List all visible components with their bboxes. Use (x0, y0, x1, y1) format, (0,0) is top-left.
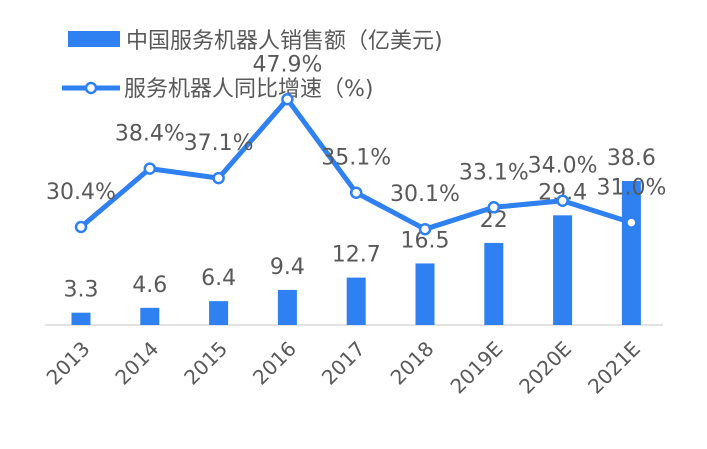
line-point-2017 (349, 186, 363, 199)
line-value-labels: 30.4% 38.4%37.1% 47.9% 35.1% 30.1%33.1%34.0%… (46, 52, 666, 207)
bar-2014 (140, 307, 160, 325)
line-point-2019E (487, 201, 501, 214)
line-series (74, 93, 638, 236)
x-tick-label-2020E: 2020E (514, 337, 576, 399)
bar-value-label-2017: 12.7 (332, 243, 381, 268)
legend-line-label: 服务机器人同比增速（%) (124, 77, 374, 102)
legend-line-marker (84, 81, 98, 95)
bar-2015 (209, 301, 229, 325)
line-value-label-2020E: 34.0% (528, 154, 598, 179)
bar-2013 (71, 312, 91, 325)
x-tick-label-2019E: 2019E (445, 337, 507, 399)
line-value-label-2013: 30.4% (46, 180, 116, 205)
x-tick-label-2018: 2018 (386, 337, 439, 390)
line-value-label-2019E: 33.1% (459, 160, 529, 185)
line-value-label-2017: 35.1% (321, 146, 391, 171)
bar-value-label-2014: 4.6 (132, 273, 167, 298)
bar-value-label-2016: 9.4 (270, 255, 305, 280)
x-tick-label-2016: 2016 (248, 337, 301, 390)
legend-bar-label: 中国服务机器人销售额（亿美元) (126, 29, 443, 54)
bar-2019E (484, 242, 504, 325)
bar-series (71, 181, 641, 325)
line-value-label-2015: 37.1% (184, 131, 254, 156)
legend-bar-swatch (68, 31, 120, 47)
bar-value-label-2013: 3.3 (64, 278, 99, 303)
x-tick-label-2017: 2017 (317, 337, 370, 390)
line-point-2013 (74, 220, 88, 234)
line-point-2021E (625, 216, 638, 229)
line-point-2015 (212, 171, 225, 185)
line-point-2018 (418, 222, 432, 236)
bar-2021E (621, 181, 641, 325)
line-value-label-2018: 30.1% (390, 182, 460, 207)
bar-value-label-2015: 6.4 (201, 266, 236, 291)
line-point-2020E (556, 194, 569, 207)
x-tick-label-2015: 2015 (179, 337, 232, 390)
x-tick-label-2021E: 2021E (583, 337, 645, 399)
x-tick-label-2014: 2014 (110, 337, 163, 390)
bar-2020E (553, 215, 573, 325)
bar-value-label-2021E: 38.6 (607, 146, 656, 171)
line-value-label-2021E: 31.0% (596, 176, 666, 201)
line-value-label-2014: 38.4% (115, 122, 185, 147)
legend: 中国服务机器人销售额（亿美元) 服务机器人同比增速（%) (62, 29, 443, 102)
bar-2016 (277, 289, 297, 325)
line-value-label-2016: 47.9% (252, 52, 322, 77)
line-point-2014 (143, 162, 157, 175)
line-point-2016 (281, 93, 294, 106)
x-tick-label-2013: 2013 (42, 337, 95, 390)
x-axis-tick-labels: 2013 2014 2015 2016 2017 2018 2019E 2020E 2021E (42, 337, 645, 399)
bar-2017 (346, 277, 366, 325)
bar-2018 (415, 263, 435, 325)
